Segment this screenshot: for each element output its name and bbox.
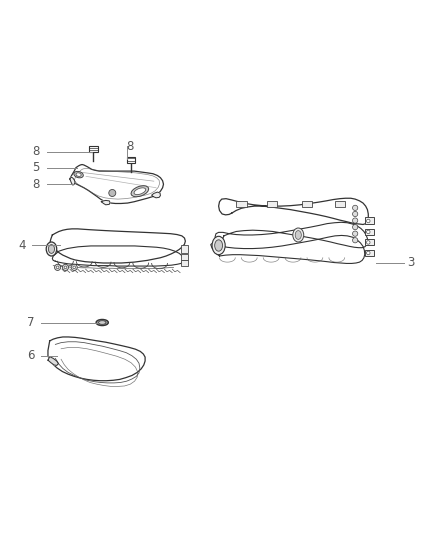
Circle shape [71,264,77,270]
Polygon shape [70,177,75,185]
Bar [334,201,344,207]
Ellipse shape [214,240,222,251]
Circle shape [366,241,369,244]
Ellipse shape [76,173,81,176]
Ellipse shape [46,242,57,256]
Text: 8: 8 [32,177,39,191]
Polygon shape [48,357,58,366]
Bar [236,201,246,207]
Bar [89,146,98,152]
Ellipse shape [212,236,225,255]
Circle shape [352,231,357,236]
Bar [364,239,374,246]
Text: 8: 8 [127,140,134,152]
Bar [364,217,374,224]
Circle shape [366,219,369,223]
Circle shape [366,230,369,233]
Ellipse shape [96,319,108,326]
Polygon shape [215,222,367,248]
Ellipse shape [74,172,83,178]
Text: 3: 3 [406,256,413,270]
Circle shape [352,238,357,243]
Text: 8: 8 [32,146,39,158]
Bar [180,254,187,260]
Bar [301,201,311,207]
Text: 5: 5 [32,161,39,174]
Polygon shape [210,236,364,263]
Polygon shape [70,165,163,204]
Ellipse shape [48,245,54,253]
Text: 6: 6 [27,349,34,362]
Circle shape [64,266,67,269]
Polygon shape [101,200,110,205]
Circle shape [352,212,357,216]
Bar [180,261,187,265]
Ellipse shape [131,185,148,197]
Ellipse shape [98,321,106,325]
Polygon shape [218,198,367,224]
Ellipse shape [134,188,145,195]
Bar [266,201,277,207]
Bar [180,246,187,253]
Circle shape [56,266,59,269]
Circle shape [366,251,369,255]
Text: 4: 4 [18,239,26,252]
Polygon shape [48,337,145,381]
Polygon shape [52,246,183,266]
Circle shape [54,264,60,270]
Bar [127,157,135,163]
Polygon shape [50,229,185,263]
Text: 7: 7 [27,316,34,329]
Circle shape [352,224,357,230]
Circle shape [352,218,357,223]
Ellipse shape [292,228,303,242]
Bar [364,229,374,235]
Circle shape [352,205,357,211]
Circle shape [109,189,116,197]
Polygon shape [151,192,160,198]
Bar [364,251,374,255]
Circle shape [73,266,75,269]
Ellipse shape [294,231,300,239]
Circle shape [62,264,68,270]
